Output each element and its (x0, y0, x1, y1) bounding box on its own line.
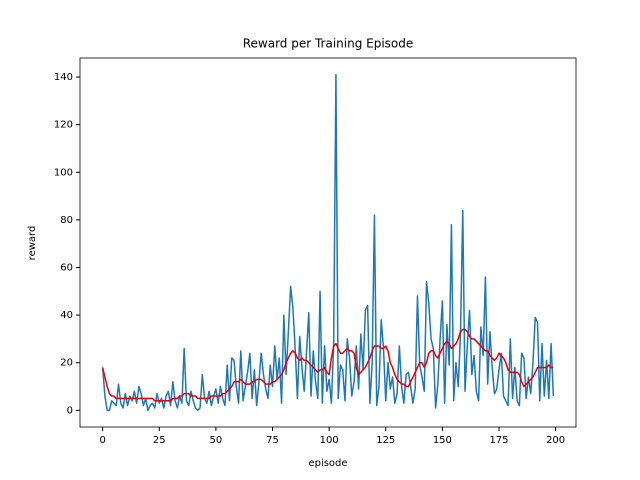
x-tick-label: 100 (320, 435, 339, 446)
x-tick-label: 175 (489, 435, 508, 446)
y-tick-label: 0 (67, 405, 73, 416)
y-tick-label: 100 (54, 167, 73, 178)
y-tick-label: 140 (54, 72, 73, 83)
x-tick-label: 50 (210, 435, 223, 446)
line (101, 328, 554, 402)
y-tick-label: 80 (60, 215, 73, 226)
y-tick-label: 40 (60, 310, 73, 321)
x-tick-label: 0 (99, 435, 105, 446)
x-tick-label: 200 (546, 435, 565, 446)
y-tick-label: 120 (54, 120, 73, 131)
x-tick-label: 25 (153, 435, 166, 446)
y-tick-label: 60 (60, 262, 73, 273)
y-tick-label: 20 (60, 358, 73, 369)
chart-title: Reward per Training Episode (243, 37, 414, 51)
y-axis-label: reward (27, 226, 38, 261)
x-axis-label: episode (308, 458, 347, 469)
x-tick-label: 150 (433, 435, 452, 446)
plot-frame (79, 57, 577, 428)
x-tick-label: 125 (376, 435, 395, 446)
line (101, 73, 555, 412)
x-tick-label: 75 (266, 435, 279, 446)
